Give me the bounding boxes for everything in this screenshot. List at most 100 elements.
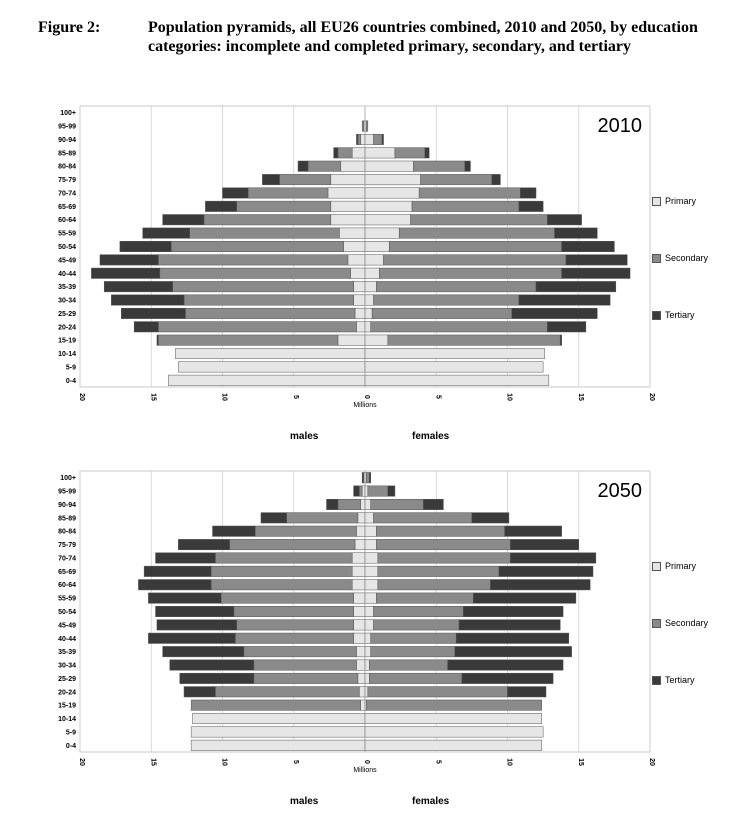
bar-females-tertiary-45-49 <box>565 254 628 266</box>
bar-males-tertiary-15-19 <box>156 334 159 346</box>
y-tick-label: 95-99 <box>58 489 76 496</box>
bar-males-secondary-95-99 <box>361 120 364 132</box>
bar-males-tertiary-55-59 <box>142 227 190 239</box>
bar-males-secondary-35-39 <box>172 281 354 293</box>
bar-females-secondary-25-29 <box>371 307 513 319</box>
pyramid-2050-svg: 20 15 10 5 0 5 10 15 20 Millions 0-4 5-9 10-14 15-19 2… <box>58 470 655 774</box>
bar-females-primary-10-14 <box>364 713 542 725</box>
bar-males-primary-25-29 <box>357 672 366 684</box>
bar-males-tertiary-20-24 <box>183 686 216 698</box>
bar-females-secondary-90-94 <box>370 498 424 510</box>
y-tick-label: 70-74 <box>58 190 76 197</box>
bar-males-tertiary-90-94 <box>326 498 339 510</box>
bar-males-tertiary-65-69 <box>143 565 212 577</box>
x-tick-label: 15 <box>577 393 584 401</box>
bar-males-tertiary-65-69 <box>205 200 237 212</box>
bar-males-tertiary-75-79 <box>178 539 230 551</box>
legend-item-tertiary: Tertiary <box>652 310 695 320</box>
y-tick-label: 0-4 <box>66 743 76 750</box>
bar-females-secondary-90-94 <box>373 133 383 145</box>
y-tick-label: 100+ <box>60 475 76 482</box>
bar-males-secondary-65-69 <box>210 565 353 577</box>
y-tick-label: 0-4 <box>66 378 76 385</box>
bar-males-primary-50-54 <box>343 241 366 252</box>
y-tick-label: 90-94 <box>58 137 76 144</box>
bar-males-primary-0-4 <box>190 739 366 751</box>
bar-males-primary-85-89 <box>357 512 366 524</box>
bar-females-secondary-35-39 <box>370 646 456 658</box>
bar-males-primary-65-69 <box>330 200 366 212</box>
bar-males-secondary-95-99 <box>359 485 363 497</box>
bar-females-tertiary-30-34 <box>518 294 611 306</box>
bar-females-secondary-60-64 <box>377 579 491 591</box>
bar-females-secondary-35-39 <box>376 281 537 293</box>
bar-males-primary-45-49 <box>347 254 366 266</box>
bar-males-primary-95-99 <box>361 485 366 497</box>
bar-males-tertiary-50-54 <box>119 241 172 252</box>
x-tick-label: 10 <box>506 758 513 766</box>
bar-females-primary-30-34 <box>364 294 374 306</box>
bar-females-tertiary-40-44 <box>455 632 570 644</box>
bar-females-secondary-25-29 <box>369 672 463 684</box>
y-tick-label: 85-89 <box>58 515 76 522</box>
y-tick-label: 50-54 <box>58 609 76 616</box>
y-tick-label: 15-19 <box>58 338 76 345</box>
bar-females-tertiary-55-59 <box>554 227 598 239</box>
x-axis-label: Millions <box>353 767 377 774</box>
bar-males-primary-35-39 <box>356 646 366 658</box>
y-tick-label: 50-54 <box>58 244 76 251</box>
bar-males-tertiary-45-49 <box>99 254 159 266</box>
bar-males-primary-90-94 <box>360 498 366 510</box>
bar-females-primary-45-49 <box>364 619 374 631</box>
bar-males-primary-75-79 <box>330 174 366 186</box>
y-tick-label: 30-34 <box>58 298 76 305</box>
bar-males-tertiary-45-49 <box>156 619 237 631</box>
y-tick-label: 65-69 <box>58 569 76 576</box>
bar-females-secondary-50-54 <box>388 241 562 252</box>
y-tick-label: 20-24 <box>58 324 76 331</box>
bar-females-primary-50-54 <box>364 606 374 617</box>
y-tick-label: 45-49 <box>58 622 76 629</box>
bar-males-primary-50-54 <box>353 606 366 617</box>
bar-males-secondary-30-34 <box>253 659 357 671</box>
x-tick-label: 20 <box>78 393 85 401</box>
legend-2010: Primary Secondary Tertiary <box>652 98 750 398</box>
bar-males-secondary-50-54 <box>233 606 354 617</box>
y-tick-label: 80-84 <box>58 529 76 536</box>
bar-males-secondary-90-94 <box>357 133 361 145</box>
bar-males-primary-65-69 <box>351 565 366 577</box>
bar-males-tertiary-40-44 <box>91 267 161 279</box>
bar-females-primary-45-49 <box>364 254 384 266</box>
bar-males-secondary-20-24 <box>215 686 360 698</box>
figure-title: Population pyramids, all EU26 countries … <box>148 19 698 55</box>
bar-females-primary-40-44 <box>364 267 380 279</box>
legend-label-secondary: Secondary <box>665 253 709 263</box>
bar-males-primary-20-24 <box>356 321 366 333</box>
bar-females-tertiary-90-94 <box>381 133 384 145</box>
bar-females-tertiary-75-79 <box>491 174 501 186</box>
bar-females-primary-85-89 <box>364 147 396 159</box>
bar-females-tertiary-70-74 <box>520 187 537 199</box>
bar-males-primary-85-89 <box>351 147 366 159</box>
bar-males-tertiary-70-74 <box>155 552 216 564</box>
bar-females-secondary-45-49 <box>373 619 460 631</box>
bar-females-primary-0-4 <box>364 739 542 751</box>
bar-females-secondary-60-64 <box>410 214 548 226</box>
y-tick-label: 10-14 <box>58 351 76 358</box>
bar-males-primary-20-24 <box>359 686 366 698</box>
x-tick-label: 10 <box>221 758 228 766</box>
bar-males-secondary-60-64 <box>210 579 353 591</box>
y-tick-label: 25-29 <box>58 676 76 683</box>
legend-swatch-primary <box>652 561 661 571</box>
bar-females-primary-65-69 <box>364 565 379 577</box>
bar-females-tertiary-65-69 <box>518 200 544 212</box>
bar-males-tertiary-85-89 <box>260 512 287 524</box>
bar-males-tertiary-95-99 <box>353 485 360 497</box>
bar-females-secondary-65-69 <box>411 200 520 212</box>
bar-males-secondary-75-79 <box>229 539 356 551</box>
males-label: males <box>290 796 319 807</box>
x-tick-label: 15 <box>149 758 156 766</box>
bar-males-primary-60-64 <box>330 214 366 226</box>
x-axis-label: Millions <box>353 402 377 409</box>
legend-item-secondary: Secondary <box>652 253 708 263</box>
